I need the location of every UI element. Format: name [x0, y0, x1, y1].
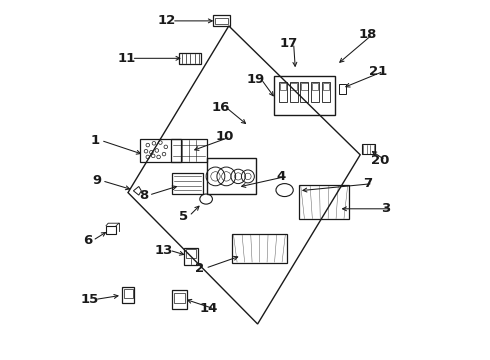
Text: 15: 15: [80, 293, 98, 306]
Text: 14: 14: [200, 302, 218, 315]
Text: 9: 9: [92, 174, 101, 187]
Bar: [279, 82, 287, 102]
Text: 1: 1: [91, 134, 100, 147]
Bar: [299, 185, 349, 220]
Bar: [323, 83, 329, 90]
Text: 17: 17: [279, 37, 297, 50]
Text: 20: 20: [371, 154, 389, 167]
Bar: [140, 139, 181, 162]
Text: 2: 2: [196, 262, 204, 275]
Bar: [106, 226, 116, 234]
Bar: [174, 293, 185, 303]
Bar: [231, 234, 287, 263]
Bar: [339, 84, 346, 94]
Bar: [213, 15, 230, 26]
Text: 19: 19: [246, 73, 265, 86]
Text: 6: 6: [83, 234, 92, 247]
Text: 3: 3: [381, 202, 390, 215]
Text: 16: 16: [211, 101, 230, 114]
Bar: [312, 83, 318, 90]
Text: 12: 12: [157, 14, 175, 27]
Text: 11: 11: [117, 52, 135, 65]
Bar: [300, 82, 308, 102]
Bar: [274, 76, 335, 115]
Bar: [290, 82, 297, 102]
Bar: [291, 83, 297, 90]
Bar: [186, 249, 196, 258]
Bar: [215, 18, 228, 24]
Text: 4: 4: [276, 170, 286, 183]
Bar: [172, 290, 187, 309]
Bar: [322, 82, 330, 102]
Text: 7: 7: [363, 177, 372, 190]
Bar: [280, 83, 286, 90]
Text: 8: 8: [139, 189, 148, 202]
Bar: [172, 173, 203, 194]
Bar: [301, 83, 308, 90]
Bar: [311, 82, 319, 102]
Bar: [362, 144, 375, 154]
Bar: [122, 287, 134, 303]
Bar: [207, 158, 256, 194]
Bar: [184, 248, 198, 265]
Text: 5: 5: [179, 210, 188, 222]
Bar: [179, 53, 201, 64]
Text: 10: 10: [216, 130, 234, 143]
Text: 18: 18: [358, 28, 377, 41]
Text: 21: 21: [369, 65, 387, 78]
Text: 13: 13: [155, 244, 173, 257]
Bar: [171, 139, 207, 162]
Bar: [123, 289, 132, 298]
